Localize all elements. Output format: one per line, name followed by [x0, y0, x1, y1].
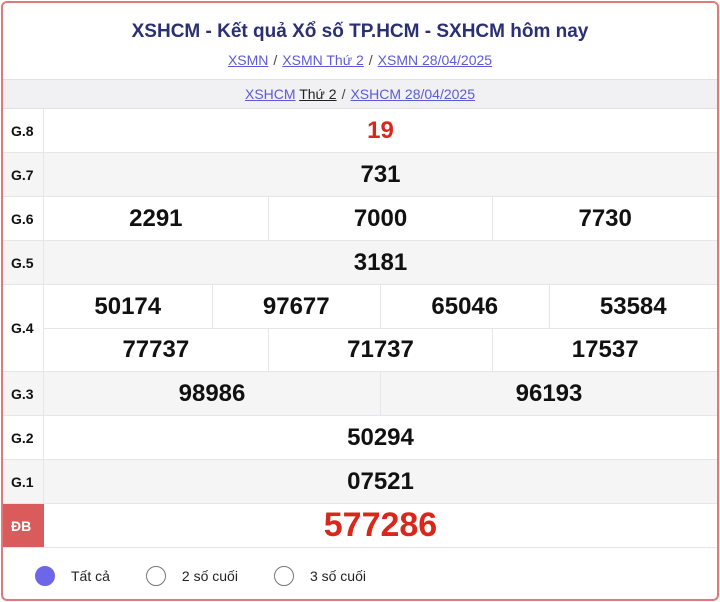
- header: XSHCM - Kết quả Xổ số TP.HCM - SXHCM hôm…: [3, 3, 717, 79]
- breadcrumb-xsmn-date[interactable]: XSMN 28/04/2025: [377, 52, 493, 68]
- prize-number: 96193: [380, 372, 717, 415]
- prize-number: 3181: [353, 248, 408, 276]
- prize-number: 50174: [94, 292, 162, 320]
- prize-label: ĐB: [3, 504, 44, 547]
- prize-row: G.7 731: [3, 153, 717, 197]
- prize-row: G.4 50174 97677 65046 53584 77737 71737 17537: [3, 285, 717, 372]
- sub-breadcrumb: XSHCM Thứ 2/XSHCM 28/04/2025: [3, 79, 717, 109]
- radio-button[interactable]: [273, 566, 294, 586]
- link-xshcm[interactable]: XSHCM: [244, 86, 296, 102]
- prize-number: 577286: [323, 506, 438, 544]
- prize-row: G.2 50294: [3, 416, 717, 460]
- link-xshcm-date[interactable]: XSHCM 28/04/2025: [350, 86, 475, 102]
- filter-option-label: Tất cả: [71, 568, 110, 584]
- breadcrumb-xsmn[interactable]: XSMN: [227, 52, 269, 68]
- prize-row: G.8 19: [3, 109, 717, 153]
- prize-number: 19: [367, 116, 394, 144]
- prize-number: 2291: [129, 204, 183, 232]
- prize-number: 71737: [267, 329, 493, 371]
- digit-filter: Tất cả 2 số cuối 3 số cuối: [3, 548, 717, 599]
- prize-label: G.3: [3, 372, 44, 415]
- page-title: XSHCM - Kết quả Xổ số TP.HCM - SXHCM hôm…: [131, 21, 589, 42]
- prize-number: 731: [360, 160, 401, 188]
- prize-label: G.4: [3, 285, 44, 371]
- prize-number: 65046: [380, 285, 549, 328]
- prize-row: G.6 2291 7000 7730: [3, 197, 717, 241]
- filter-option[interactable]: Tất cả: [35, 566, 110, 586]
- prize-number: 98986: [178, 379, 246, 407]
- prize-number: 53584: [548, 285, 718, 328]
- breadcrumb: XSMN / XSMN Thứ 2/XSMN 28/04/2025: [3, 52, 717, 68]
- prize-row: G.3 98986 96193: [3, 372, 717, 416]
- link-xshcm-suffix: Thứ 2: [299, 86, 337, 102]
- prize-number: 77737: [122, 336, 190, 363]
- prize-label: G.6: [3, 197, 44, 240]
- prize-number: 7730: [492, 197, 717, 240]
- separator: /: [341, 86, 346, 102]
- radio-button[interactable]: [145, 566, 166, 586]
- prize-number: 50294: [347, 423, 414, 451]
- prize-label: G.2: [3, 416, 44, 459]
- prize-label: G.7: [3, 153, 44, 196]
- filter-option[interactable]: 2 số cuối: [145, 566, 238, 586]
- prize-row: G.5 3181: [3, 241, 717, 285]
- prize-row: G.1 07521: [3, 460, 717, 504]
- breadcrumb-xsmn-thu2[interactable]: XSMN Thứ 2: [282, 52, 364, 68]
- separator: /: [273, 52, 278, 68]
- separator: /: [368, 52, 373, 68]
- filter-option-label: 3 số cuối: [309, 568, 366, 584]
- prize-number: 7000: [267, 197, 493, 240]
- filter-option[interactable]: 3 số cuối: [273, 566, 366, 586]
- prize-number: 97677: [211, 285, 381, 328]
- prize-number: 17537: [492, 329, 717, 371]
- filter-option-label: 2 số cuối: [181, 568, 238, 584]
- prize-number: 07521: [347, 467, 414, 495]
- radio-button[interactable]: [35, 566, 55, 586]
- prize-label: G.8: [3, 109, 44, 152]
- prize-label: G.5: [3, 241, 44, 284]
- prize-row: ĐB 577286: [3, 504, 717, 548]
- results-table: G.8 19 G.7 731 G.6 2291 7000 7730 G.5 3181 G.4 5017…: [3, 109, 717, 548]
- prize-label: G.1: [3, 460, 44, 503]
